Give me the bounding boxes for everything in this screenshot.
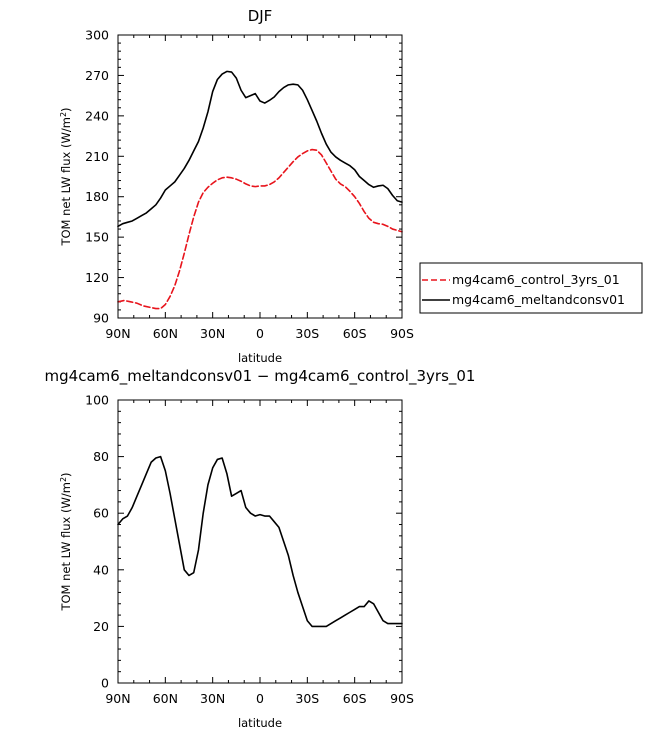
chart-bottom-y-tick-label-1: 20 [93,619,109,634]
chart-bottom-series-line-0 [117,455,403,628]
chart-bottom-x-tick-label-6: 90S [390,691,414,706]
chart-top-y-axis-title-tail: ) [59,107,73,112]
chart-top-series-line-1 [117,70,403,228]
chart-top-x-tick-label-3: 0 [256,326,264,341]
chart-top-legend: mg4cam6_control_3yrs_01 mg4cam6_meltandc… [419,262,643,314]
legend-entry-meltandconsv: mg4cam6_meltandconsv01 [452,292,625,307]
chart-top-x-tick-label-6: 90S [390,326,414,341]
chart-top-x-tick-label-2: 30N [200,326,225,341]
chart-bottom-x-tick-label-4: 30S [295,691,319,706]
chart-top-y-axis-title-main: TOM net LW flux (W/m [59,117,73,247]
chart-top-y-tick-label-4: 210 [85,149,109,164]
chart-top-y-tick-label-6: 270 [85,68,109,83]
chart-top-x-tick-label-4: 30S [295,326,319,341]
chart-bottom-y-tick-label-4: 80 [93,449,109,464]
chart-bottom-y-tick-label-5: 100 [85,393,109,408]
chart-top-x-axis-title: latitude [238,351,282,365]
chart-top-y-tick-label-7: 300 [85,28,109,43]
chart-bottom-y-axis-title-tail: ) [59,472,73,477]
chart-top-plot-frame [117,34,403,319]
chart-bottom-x-axis-title: latitude [238,716,282,730]
chart-bottom-x-tick-labels: 90N 60N 30N 0 30S 60S 90S [105,691,414,706]
chart-top-y-tick-label-1: 120 [85,270,109,285]
chart-top-x-tick-label-0: 90N [105,326,130,341]
chart-bottom-y-tick-label-2: 40 [93,562,109,577]
chart-bottom-plot-frame [117,399,403,684]
chart-top-y-tick-labels: 90 120 150 180 210 240 270 300 [85,28,109,326]
legend-entry-control: mg4cam6_control_3yrs_01 [452,272,620,287]
chart-bottom-y-tick-labels: 0 20 40 60 80 100 [85,393,109,691]
chart-top-y-tick-label-5: 240 [85,108,109,123]
chart-bottom-y-axis-title-sup: 2 [59,477,68,482]
chart-top-y-axis-title-sup: 2 [59,112,68,117]
chart-top-y-tick-label-2: 150 [85,230,109,245]
chart-top-x-tick-labels: 90N 60N 30N 0 30S 60S 90S [105,326,414,341]
chart-top-x-tick-label-5: 60S [343,326,367,341]
chart-bottom-title: mg4cam6_meltandconsv01 − mg4cam6_control… [45,367,476,386]
chart-top-series-group [117,70,403,310]
chart-bottom: mg4cam6_meltandconsv01 − mg4cam6_control… [45,367,476,730]
chart-top-y-axis-title: TOM net LW flux (W/m2) [59,107,74,246]
chart-top-x-tick-label-1: 60N [153,326,178,341]
legend-box [419,262,643,314]
chart-bottom-x-tick-label-2: 30N [200,691,225,706]
chart-bottom-y-axis-title: TOM net LW flux (W/m2) [59,472,74,611]
chart-bottom-y-tick-label-3: 60 [93,506,109,521]
chart-top-series-line-0 [117,148,403,310]
chart-bottom-ticks [117,399,403,684]
chart-bottom-x-tick-label-5: 60S [343,691,367,706]
chart-bottom-y-axis-title-main: TOM net LW flux (W/m [59,482,73,612]
chart-bottom-y-tick-label-0: 0 [101,676,109,691]
chart-bottom-x-tick-label-3: 0 [256,691,264,706]
chart-top-y-tick-label-3: 180 [85,189,109,204]
chart-top: DJF 90N 60N 30N 0 30S 60S 90S 90 120 150 180 210 24… [59,7,414,365]
chart-bottom-series-group [117,455,403,628]
chart-top-y-tick-label-0: 90 [93,311,109,326]
chart-bottom-x-tick-label-0: 90N [105,691,130,706]
chart-top-title: DJF [248,7,273,25]
chart-bottom-x-tick-label-1: 60N [153,691,178,706]
